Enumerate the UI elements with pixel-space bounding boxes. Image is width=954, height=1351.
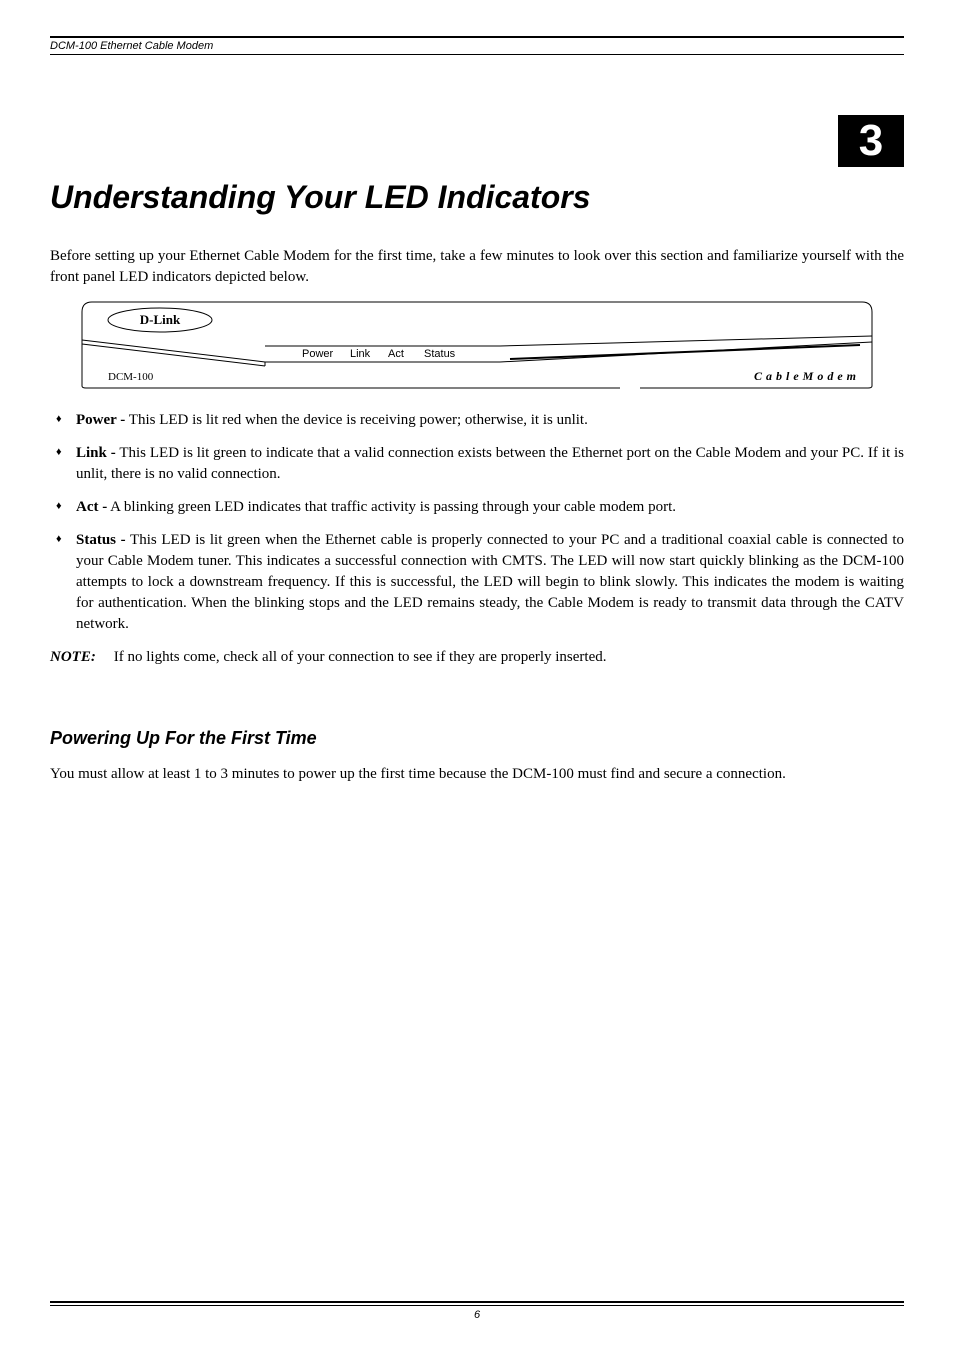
logo-text: D-Link <box>140 312 181 327</box>
front-panel-diagram: D-Link Power Link Act Status DCM-100 Cab… <box>80 300 874 390</box>
footer-rule-thick <box>50 1301 904 1303</box>
intro-paragraph: Before setting up your Ethernet Cable Mo… <box>50 246 904 288</box>
note-block: NOTE: If no lights come, check all of yo… <box>50 647 904 668</box>
led-link-label: Link <box>350 348 371 360</box>
bullet-list: Power - This LED is lit red when the dev… <box>50 410 904 635</box>
bullet-item: Power - This LED is lit red when the dev… <box>50 410 904 431</box>
bullet-label: Act - <box>76 499 107 515</box>
page-footer: 6 <box>50 1301 904 1321</box>
led-power-label: Power <box>302 348 334 360</box>
bullet-text: This LED is lit red when the device is r… <box>125 412 588 428</box>
led-act-label: Act <box>388 348 404 360</box>
running-head: DCM-100 Ethernet Cable Modem <box>50 40 904 55</box>
bullet-label: Power - <box>76 412 125 428</box>
bullet-item: Link - This LED is lit green to indicate… <box>50 443 904 485</box>
page-title: Understanding Your LED Indicators <box>50 179 904 216</box>
header-rule-thick <box>50 36 904 38</box>
subheading: Powering Up For the First Time <box>50 728 904 749</box>
bullet-label: Status - <box>76 532 126 548</box>
model-label: DCM-100 <box>108 371 154 383</box>
note-label: NOTE: <box>50 647 110 668</box>
bullet-item: Status - This LED is lit green when the … <box>50 530 904 635</box>
bullet-text: A blinking green LED indicates that traf… <box>107 499 676 515</box>
bullet-label: Link - <box>76 445 116 461</box>
note-text: If no lights come, check all of your con… <box>114 647 898 668</box>
footer-rule-thin <box>50 1305 904 1306</box>
chapter-number-box: 3 <box>838 115 904 167</box>
cable-modem-label: CableModem <box>754 369 860 383</box>
bullet-text: This LED is lit green when the Ethernet … <box>76 532 904 632</box>
bullet-item: Act - A blinking green LED indicates tha… <box>50 497 904 518</box>
sub-paragraph: You must allow at least 1 to 3 minutes t… <box>50 764 904 785</box>
led-status-label: Status <box>424 348 456 360</box>
bullet-text: This LED is lit green to indicate that a… <box>76 445 904 482</box>
page-number: 6 <box>50 1309 904 1321</box>
